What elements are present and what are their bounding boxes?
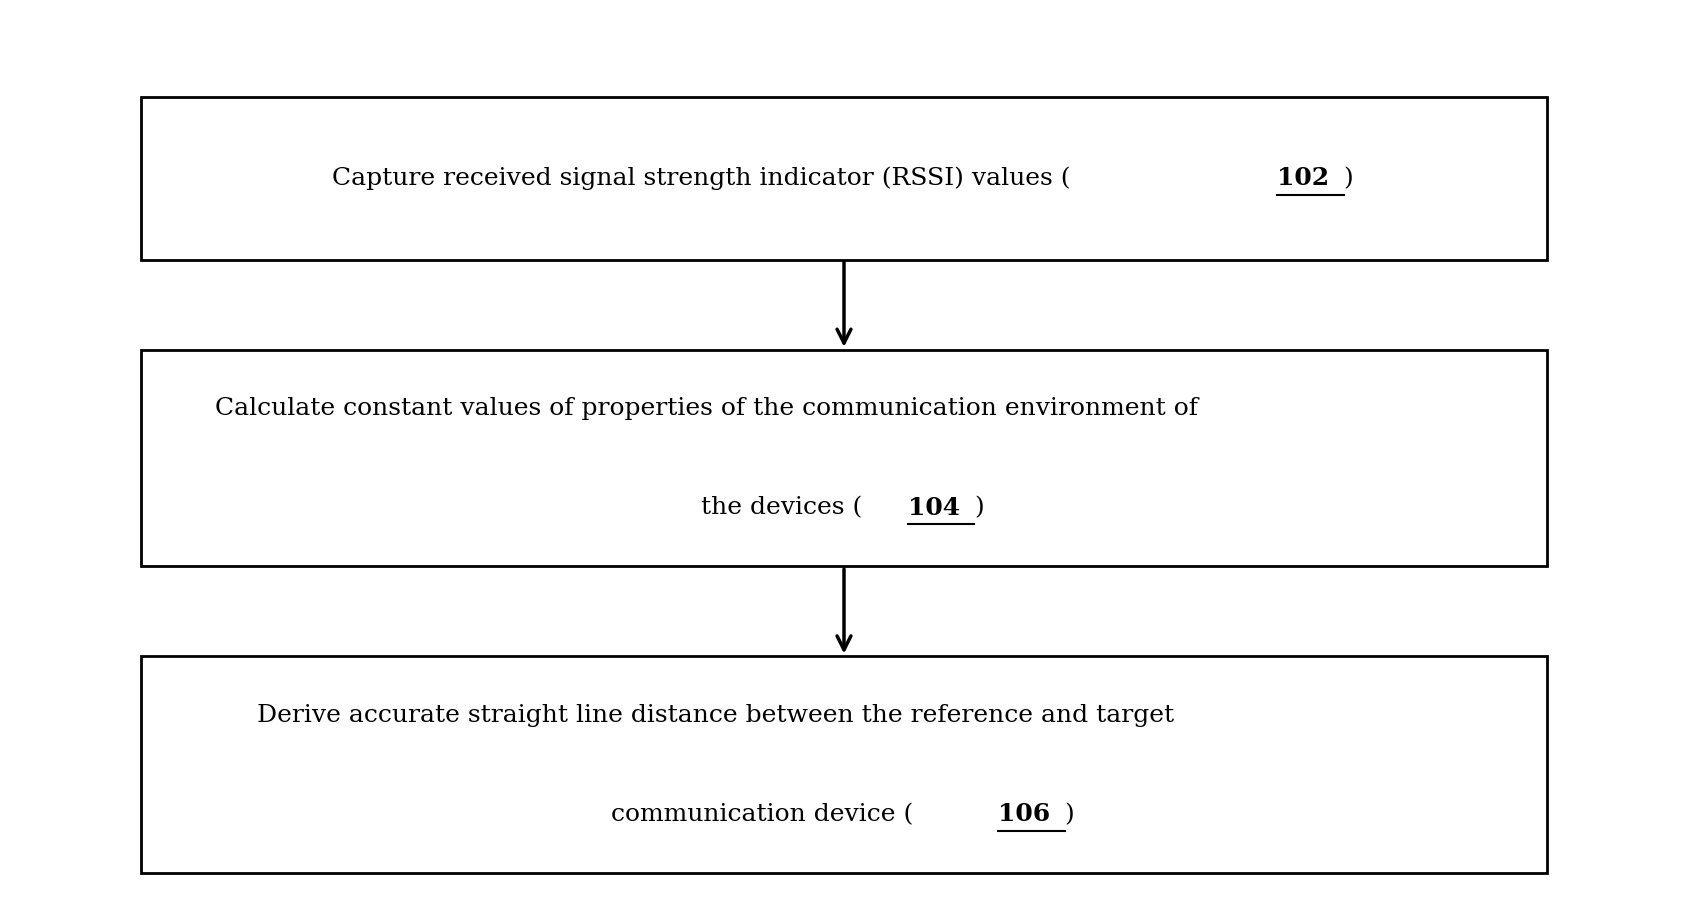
Text: the devices (: the devices (: [701, 496, 863, 519]
Text: 102: 102: [1276, 167, 1328, 191]
Bar: [140, 97, 1548, 259]
Text: communication device (: communication device (: [611, 802, 913, 826]
Bar: [140, 657, 1548, 873]
Text: ): ): [974, 496, 984, 519]
Text: ): ): [1065, 802, 1074, 826]
Text: Capture received signal strength indicator (RSSI) values (: Capture received signal strength indicat…: [333, 167, 1070, 191]
Text: Derive accurate straight line distance between the reference and target: Derive accurate straight line distance b…: [257, 703, 1175, 726]
Text: 104: 104: [908, 496, 960, 519]
Text: Calculate constant values of properties of the communication environment of: Calculate constant values of properties …: [214, 397, 1198, 420]
Text: 106: 106: [998, 802, 1050, 826]
Text: ): ): [1344, 167, 1354, 190]
Bar: [140, 350, 1548, 566]
